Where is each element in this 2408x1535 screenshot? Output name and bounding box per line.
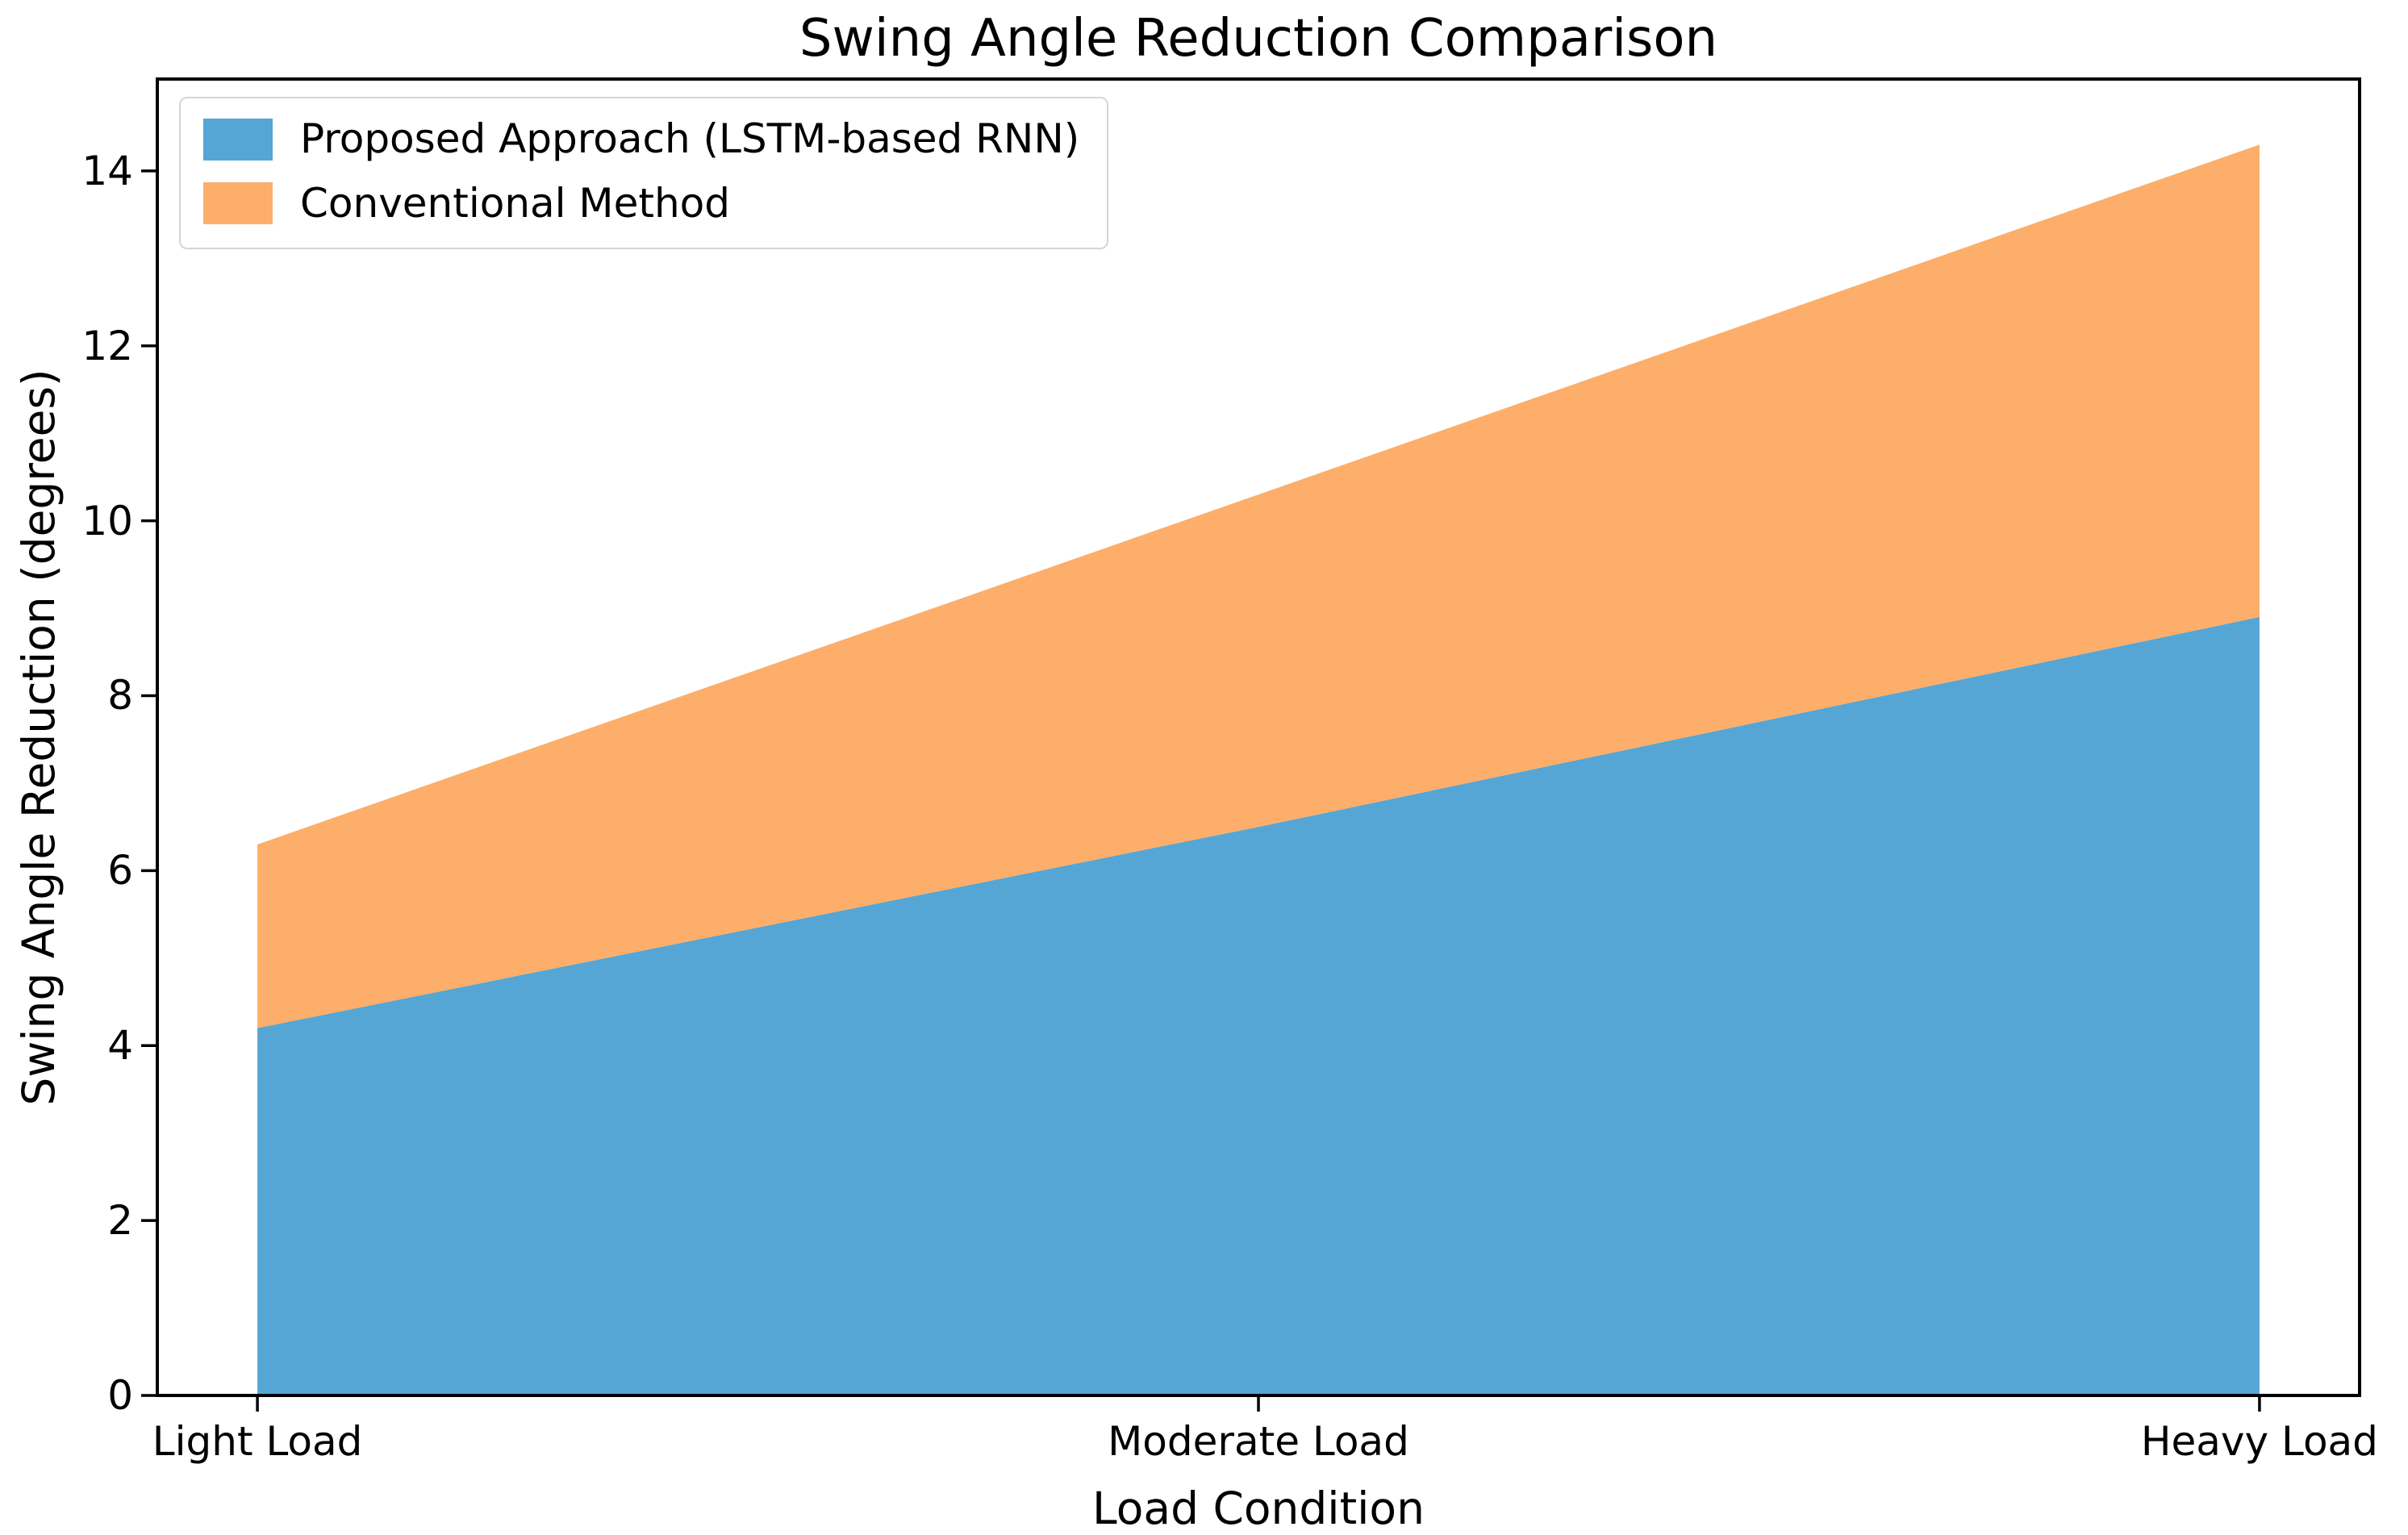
y-tick-label: 10 bbox=[81, 497, 133, 544]
y-axis-label: Swing Angle Reduction (degrees) bbox=[13, 369, 65, 1106]
legend-swatch-proposed-icon bbox=[203, 118, 273, 161]
y-tick-label: 0 bbox=[107, 1372, 133, 1419]
legend-label-proposed: Proposed Approach (LSTM-based RNN) bbox=[300, 115, 1080, 162]
legend-label-conventional: Conventional Method bbox=[300, 179, 730, 227]
y-tick-label: 8 bbox=[107, 672, 133, 720]
legend-swatch-conventional-icon bbox=[203, 182, 273, 225]
chart-title: Swing Angle Reduction Comparison bbox=[799, 9, 1718, 69]
x-tick-label-moderate-load: Moderate Load bbox=[1108, 1418, 1409, 1465]
x-tick-label-heavy-load: Heavy Load bbox=[2140, 1418, 2378, 1465]
y-tick-label: 12 bbox=[81, 322, 133, 369]
y-tick-label: 14 bbox=[81, 147, 133, 194]
legend-item-conventional: Conventional Method bbox=[203, 179, 1079, 227]
y-tick-label: 2 bbox=[107, 1197, 133, 1245]
y-tick-label: 4 bbox=[107, 1022, 133, 1070]
x-axis-label: Load Condition bbox=[1092, 1483, 1425, 1534]
y-tick-label: 6 bbox=[107, 847, 133, 895]
area-proposed-approach bbox=[257, 616, 2260, 1395]
legend: Proposed Approach (LSTM-based RNN) Conve… bbox=[179, 97, 1109, 249]
area-conventional-method bbox=[257, 144, 2260, 1028]
x-tick-label-light-load: Light Load bbox=[152, 1418, 363, 1465]
legend-item-proposed: Proposed Approach (LSTM-based RNN) bbox=[203, 115, 1080, 163]
